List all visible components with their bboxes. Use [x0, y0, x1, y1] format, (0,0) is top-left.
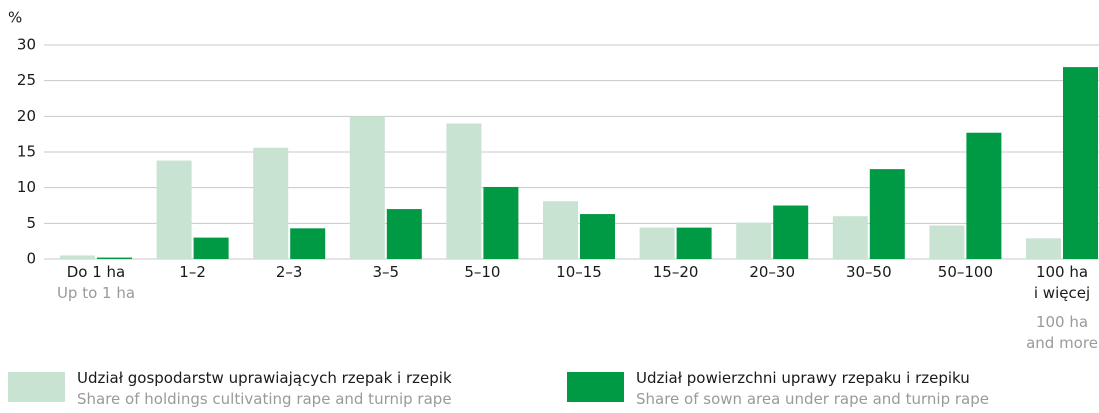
y-tick-label: 0 [26, 250, 36, 268]
bar [483, 186, 519, 259]
bar [543, 201, 578, 259]
bar [1063, 67, 1098, 259]
x-tick-label: 3–5 [372, 263, 400, 281]
y-tick-label: 10 [17, 178, 36, 196]
bar [1026, 238, 1061, 259]
legend-label-en: Share of sown area under rape and turnip… [636, 390, 989, 408]
bar [639, 227, 675, 259]
y-tick-label: 30 [17, 36, 36, 54]
y-unit: % [8, 9, 22, 27]
bar [349, 116, 385, 259]
bar [676, 227, 712, 259]
bar [832, 216, 868, 259]
legend-label: Udział powierzchni uprawy rzepaku i rzep… [636, 369, 970, 387]
x-tick-label: 50–100 [937, 263, 993, 281]
bar [253, 147, 289, 259]
legend-label: Udział gospodarstw uprawiających rzepak … [77, 369, 452, 387]
y-tick-label: 15 [17, 143, 36, 161]
x-tick-label: 20–30 [749, 263, 796, 281]
x-tick-label: 5–10 [464, 263, 501, 281]
bar [736, 222, 772, 259]
bar [929, 225, 965, 259]
x-tick-label: 100 ha i więcej [1033, 263, 1091, 302]
bar [97, 257, 132, 259]
x-tick-label-en: Up to 1 ha [56, 284, 136, 302]
x-tick-label: Do 1 ha [66, 263, 126, 281]
x-tick-label: 2–3 [275, 263, 303, 281]
y-tick-label: 5 [26, 214, 36, 232]
bar [446, 123, 482, 259]
legend-swatch [567, 372, 624, 402]
x-tick-label: 15–20 [652, 263, 699, 281]
y-tick-label: 25 [17, 71, 36, 89]
bar [386, 209, 422, 259]
bar [193, 237, 229, 259]
x-tick-label-en: 100 ha and more [1026, 313, 1098, 352]
bar [773, 205, 809, 259]
legend-label-en: Share of holdings cultivating rape and t… [77, 390, 452, 408]
bar [580, 214, 615, 259]
bar [869, 169, 905, 259]
bar [290, 228, 326, 259]
bar [60, 255, 95, 259]
bar [156, 160, 192, 259]
y-tick-label: 20 [17, 107, 36, 125]
x-tick-label: 30–50 [845, 263, 892, 281]
legend-swatch [8, 372, 65, 402]
x-tick-label: 1–2 [179, 263, 206, 281]
x-tick-label: 10–15 [556, 263, 602, 281]
bar [966, 132, 1002, 259]
